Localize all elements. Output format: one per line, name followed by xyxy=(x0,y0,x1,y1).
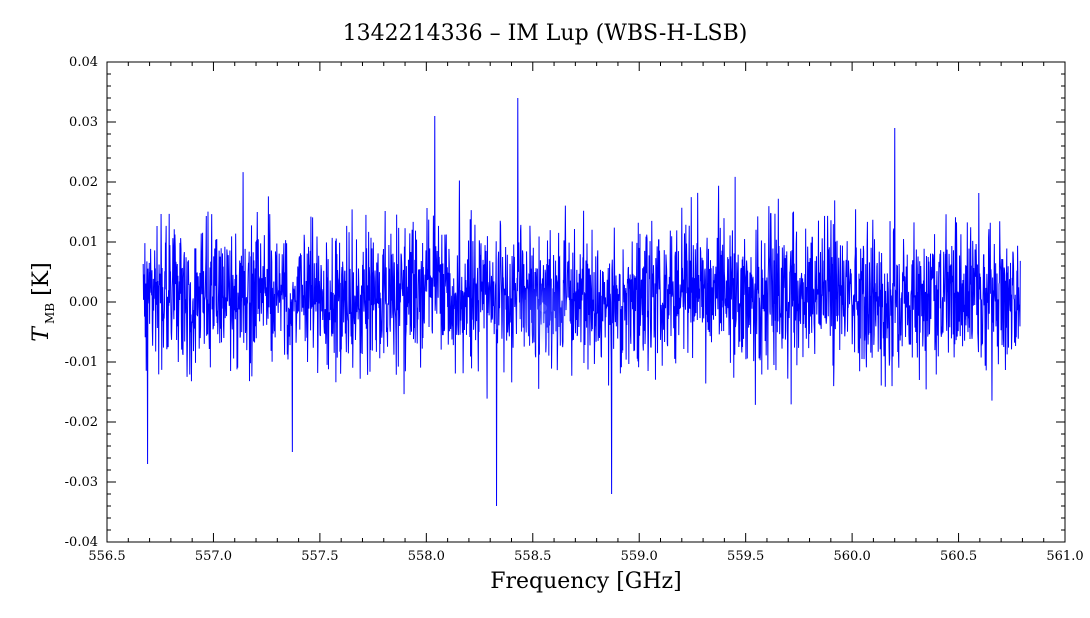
herschel-watermark xyxy=(511,284,575,348)
x-tick-label: 561.0 xyxy=(1046,549,1083,564)
y-tick-label: 0.04 xyxy=(69,55,98,70)
x-tick-label: 560.5 xyxy=(940,549,977,564)
x-axis-label: Frequency [GHz] xyxy=(490,569,682,594)
y-axis-label: TMB [K] xyxy=(29,262,57,341)
y-tick-label: 0.01 xyxy=(69,235,98,250)
y-axis-label-unit: [K] xyxy=(29,262,54,296)
x-tick-label: 557.0 xyxy=(195,549,232,564)
x-tick-label: 557.5 xyxy=(301,549,338,564)
y-axis-label-subscript: MB xyxy=(43,303,57,324)
y-tick-label: 0.02 xyxy=(69,175,98,190)
x-axis-ticks: 556.5 557.0 557.5 558.0 558.5 559.0 559.5 560.0… xyxy=(88,62,1084,564)
y-tick-label: -0.03 xyxy=(65,475,98,490)
x-tick-label: 559.0 xyxy=(621,549,658,564)
y-tick-label: -0.01 xyxy=(65,355,98,370)
x-tick-label: 559.5 xyxy=(727,549,764,564)
y-tick-label: -0.02 xyxy=(65,415,98,430)
x-tick-label: 560.0 xyxy=(834,549,871,564)
chart-title: 1342214336 – IM Lup (WBS-H-LSB) xyxy=(343,21,748,46)
spectrum-series-line xyxy=(142,97,1021,507)
x-tick-label: 558.0 xyxy=(408,549,445,564)
y-tick-label: 0.00 xyxy=(69,295,98,310)
spectrum-trace-layer xyxy=(142,97,1021,507)
y-tick-label: -0.04 xyxy=(65,535,98,550)
x-tick-label: 558.5 xyxy=(514,549,551,564)
y-axis-label-symbol: T xyxy=(29,325,54,342)
x-tick-label: 556.5 xyxy=(88,549,125,564)
y-tick-label: 0.03 xyxy=(69,115,98,130)
y-axis-ticks: -0.04 -0.03 -0.02 -0.01 0.00 0.01 0.02 0.03 0.04 xyxy=(65,55,1065,550)
